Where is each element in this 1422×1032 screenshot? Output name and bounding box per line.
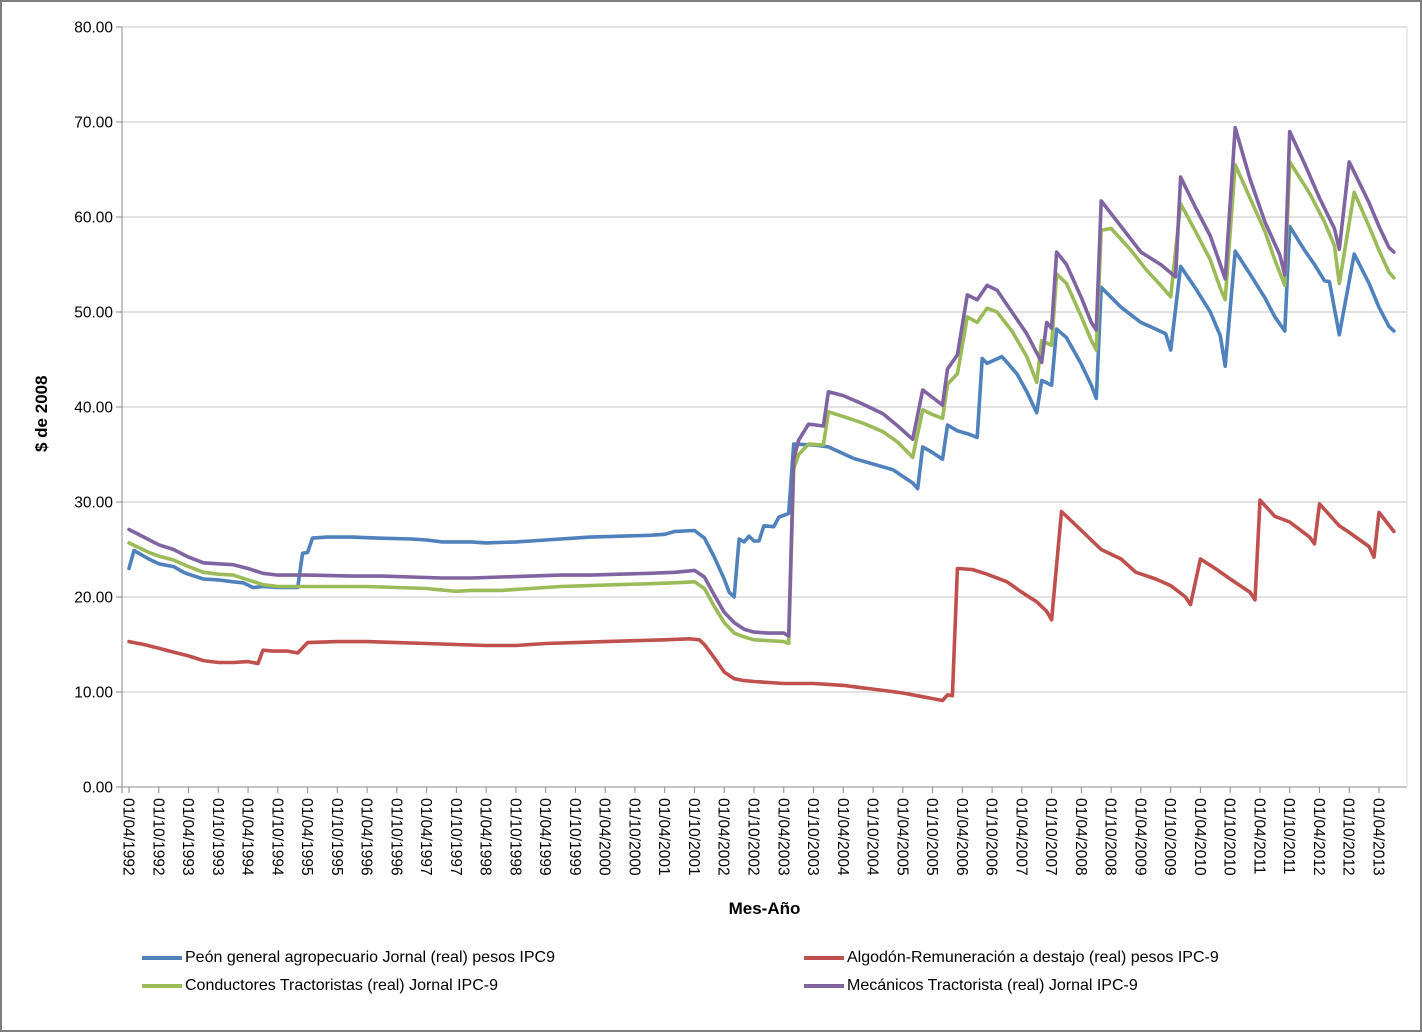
x-tick-label: 01/10/2007	[1042, 798, 1059, 876]
x-tick-label: 01/04/2010	[1191, 798, 1208, 876]
legend-line-swatch	[804, 956, 844, 960]
x-tick-label: 01/04/1997	[417, 798, 434, 876]
x-tick-label: 01/10/1994	[268, 798, 285, 876]
x-tick-label: 01/10/2009	[1161, 798, 1178, 876]
x-tick-label: 01/04/1994	[239, 798, 256, 876]
x-tick-label: 01/10/2001	[685, 798, 702, 876]
legend-label: Mecánicos Tractorista (real) Jornal IPC-…	[847, 977, 1138, 994]
x-tick-label: 01/04/2013	[1370, 798, 1387, 876]
legend-line-swatch	[142, 984, 182, 988]
x-tick-label: 01/10/1999	[566, 798, 583, 876]
x-tick-label: 01/04/2006	[953, 798, 970, 876]
y-tick-label: 50.00	[74, 305, 113, 322]
x-tick-label: 01/04/1999	[536, 798, 553, 876]
y-tick-label: 40.00	[74, 400, 113, 417]
x-tick-label: 01/10/2008	[1102, 798, 1119, 876]
series-line-4	[127, 125, 1396, 638]
legend-label: Conductores Tractoristas (real) Jornal I…	[185, 977, 498, 994]
legend-label: Peón general agropecuario Jornal (real) …	[185, 949, 555, 966]
legend-line-swatch	[804, 984, 844, 988]
x-tick-label: 01/04/2005	[893, 798, 910, 876]
x-tick-label: 01/04/1993	[179, 798, 196, 876]
series-line-3	[127, 160, 1396, 646]
y-axis-title: $ de 2008	[32, 375, 51, 452]
legend-item: Mecánicos Tractorista (real) Jornal IPC-…	[804, 977, 1382, 995]
x-tick-label: 01/04/2001	[655, 798, 672, 876]
x-tick-label: 01/04/2003	[774, 798, 791, 876]
x-tick-label: 01/10/1996	[387, 798, 404, 876]
y-tick-label: 0.00	[83, 780, 114, 797]
x-tick-label: 01/10/1995	[328, 798, 345, 876]
x-tick-label: 01/10/1992	[149, 798, 166, 876]
x-tick-label: 01/10/1993	[209, 798, 226, 876]
y-tick-label: 80.00	[74, 20, 113, 37]
y-tick-label: 60.00	[74, 210, 113, 227]
x-tick-label: 01/10/2002	[745, 798, 762, 876]
x-axis-title: Mes-Año	[728, 899, 801, 918]
x-tick-label: 01/10/2003	[804, 798, 821, 876]
x-tick-label: 01/04/1992	[120, 798, 137, 876]
x-tick-label: 01/04/1998	[477, 798, 494, 876]
y-tick-label: 10.00	[74, 685, 113, 702]
legend-item: Algodón-Remuneración a destajo (real) pe…	[804, 949, 1382, 967]
x-tick-label: 01/04/2007	[1012, 798, 1029, 876]
x-tick-label: 01/04/2004	[834, 798, 851, 876]
x-tick-label: 01/10/1997	[447, 798, 464, 876]
x-tick-label: 01/04/2011	[1250, 798, 1267, 874]
legend-line-swatch	[142, 956, 182, 960]
legend: Peón general agropecuario Jornal (real) …	[142, 949, 1382, 995]
y-tick-label: 30.00	[74, 495, 113, 512]
x-tick-label: 01/10/2012	[1340, 798, 1357, 876]
x-tick-label: 01/04/2009	[1131, 798, 1148, 876]
x-tick-label: 01/10/2000	[625, 798, 642, 876]
x-tick-label: 01/10/2010	[1221, 798, 1238, 876]
series-line-1	[127, 224, 1396, 599]
x-tick-label: 01/10/2004	[864, 798, 881, 876]
x-tick-label: 01/04/1996	[358, 798, 375, 876]
legend-item: Conductores Tractoristas (real) Jornal I…	[142, 977, 804, 995]
x-tick-label: 01/04/2008	[1072, 798, 1089, 876]
x-tick-label: 01/10/2006	[983, 798, 1000, 876]
x-tick-label: 01/04/1995	[298, 798, 315, 876]
y-tick-label: 20.00	[74, 590, 113, 607]
x-tick-label: 01/04/2000	[596, 798, 613, 876]
x-tick-label: 01/04/2002	[715, 798, 732, 876]
x-tick-label: 01/10/2011	[1280, 798, 1297, 874]
x-tick-label: 01/04/2012	[1310, 798, 1327, 876]
legend-label: Algodón-Remuneración a destajo (real) pe…	[847, 949, 1219, 966]
legend-item: Peón general agropecuario Jornal (real) …	[142, 949, 804, 967]
x-tick-label: 01/10/2005	[923, 798, 940, 876]
y-tick-label: 70.00	[74, 115, 113, 132]
series-line-2	[127, 498, 1396, 703]
x-tick-label: 01/10/1998	[506, 798, 523, 876]
